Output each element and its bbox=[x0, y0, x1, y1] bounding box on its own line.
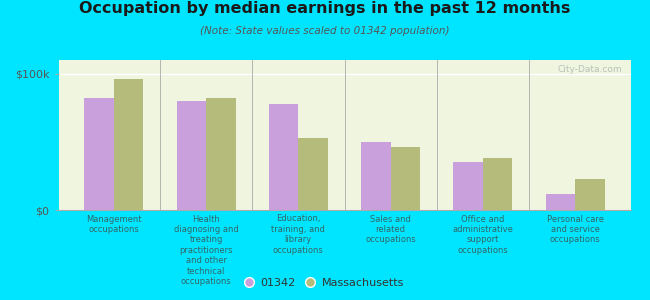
Text: (Note: State values scaled to 01342 population): (Note: State values scaled to 01342 popu… bbox=[200, 26, 450, 35]
Bar bbox=[545, 194, 575, 210]
Text: Personal care
and service
occupations: Personal care and service occupations bbox=[547, 214, 604, 244]
Bar bbox=[483, 158, 512, 210]
Bar bbox=[391, 147, 420, 210]
Text: Health
diagnosing and
treating
practitioners
and other
technical
occupations: Health diagnosing and treating practitio… bbox=[174, 214, 239, 286]
Text: Occupation by median earnings in the past 12 months: Occupation by median earnings in the pas… bbox=[79, 2, 571, 16]
Text: Education,
training, and
library
occupations: Education, training, and library occupat… bbox=[272, 214, 325, 255]
Bar bbox=[575, 178, 604, 210]
Bar bbox=[177, 101, 206, 210]
Bar bbox=[269, 103, 298, 210]
Text: Office and
administrative
support
occupations: Office and administrative support occupa… bbox=[452, 214, 514, 255]
Text: Sales and
related
occupations: Sales and related occupations bbox=[365, 214, 416, 244]
Bar bbox=[84, 98, 114, 210]
Bar bbox=[206, 98, 236, 210]
Text: Management
occupations: Management occupations bbox=[86, 214, 142, 234]
Text: City-Data.com: City-Data.com bbox=[557, 64, 622, 74]
Bar bbox=[114, 79, 144, 210]
Bar bbox=[298, 138, 328, 210]
Legend: 01342, Massachusetts: 01342, Massachusetts bbox=[242, 274, 408, 293]
Bar bbox=[453, 162, 483, 210]
Bar bbox=[361, 142, 391, 210]
